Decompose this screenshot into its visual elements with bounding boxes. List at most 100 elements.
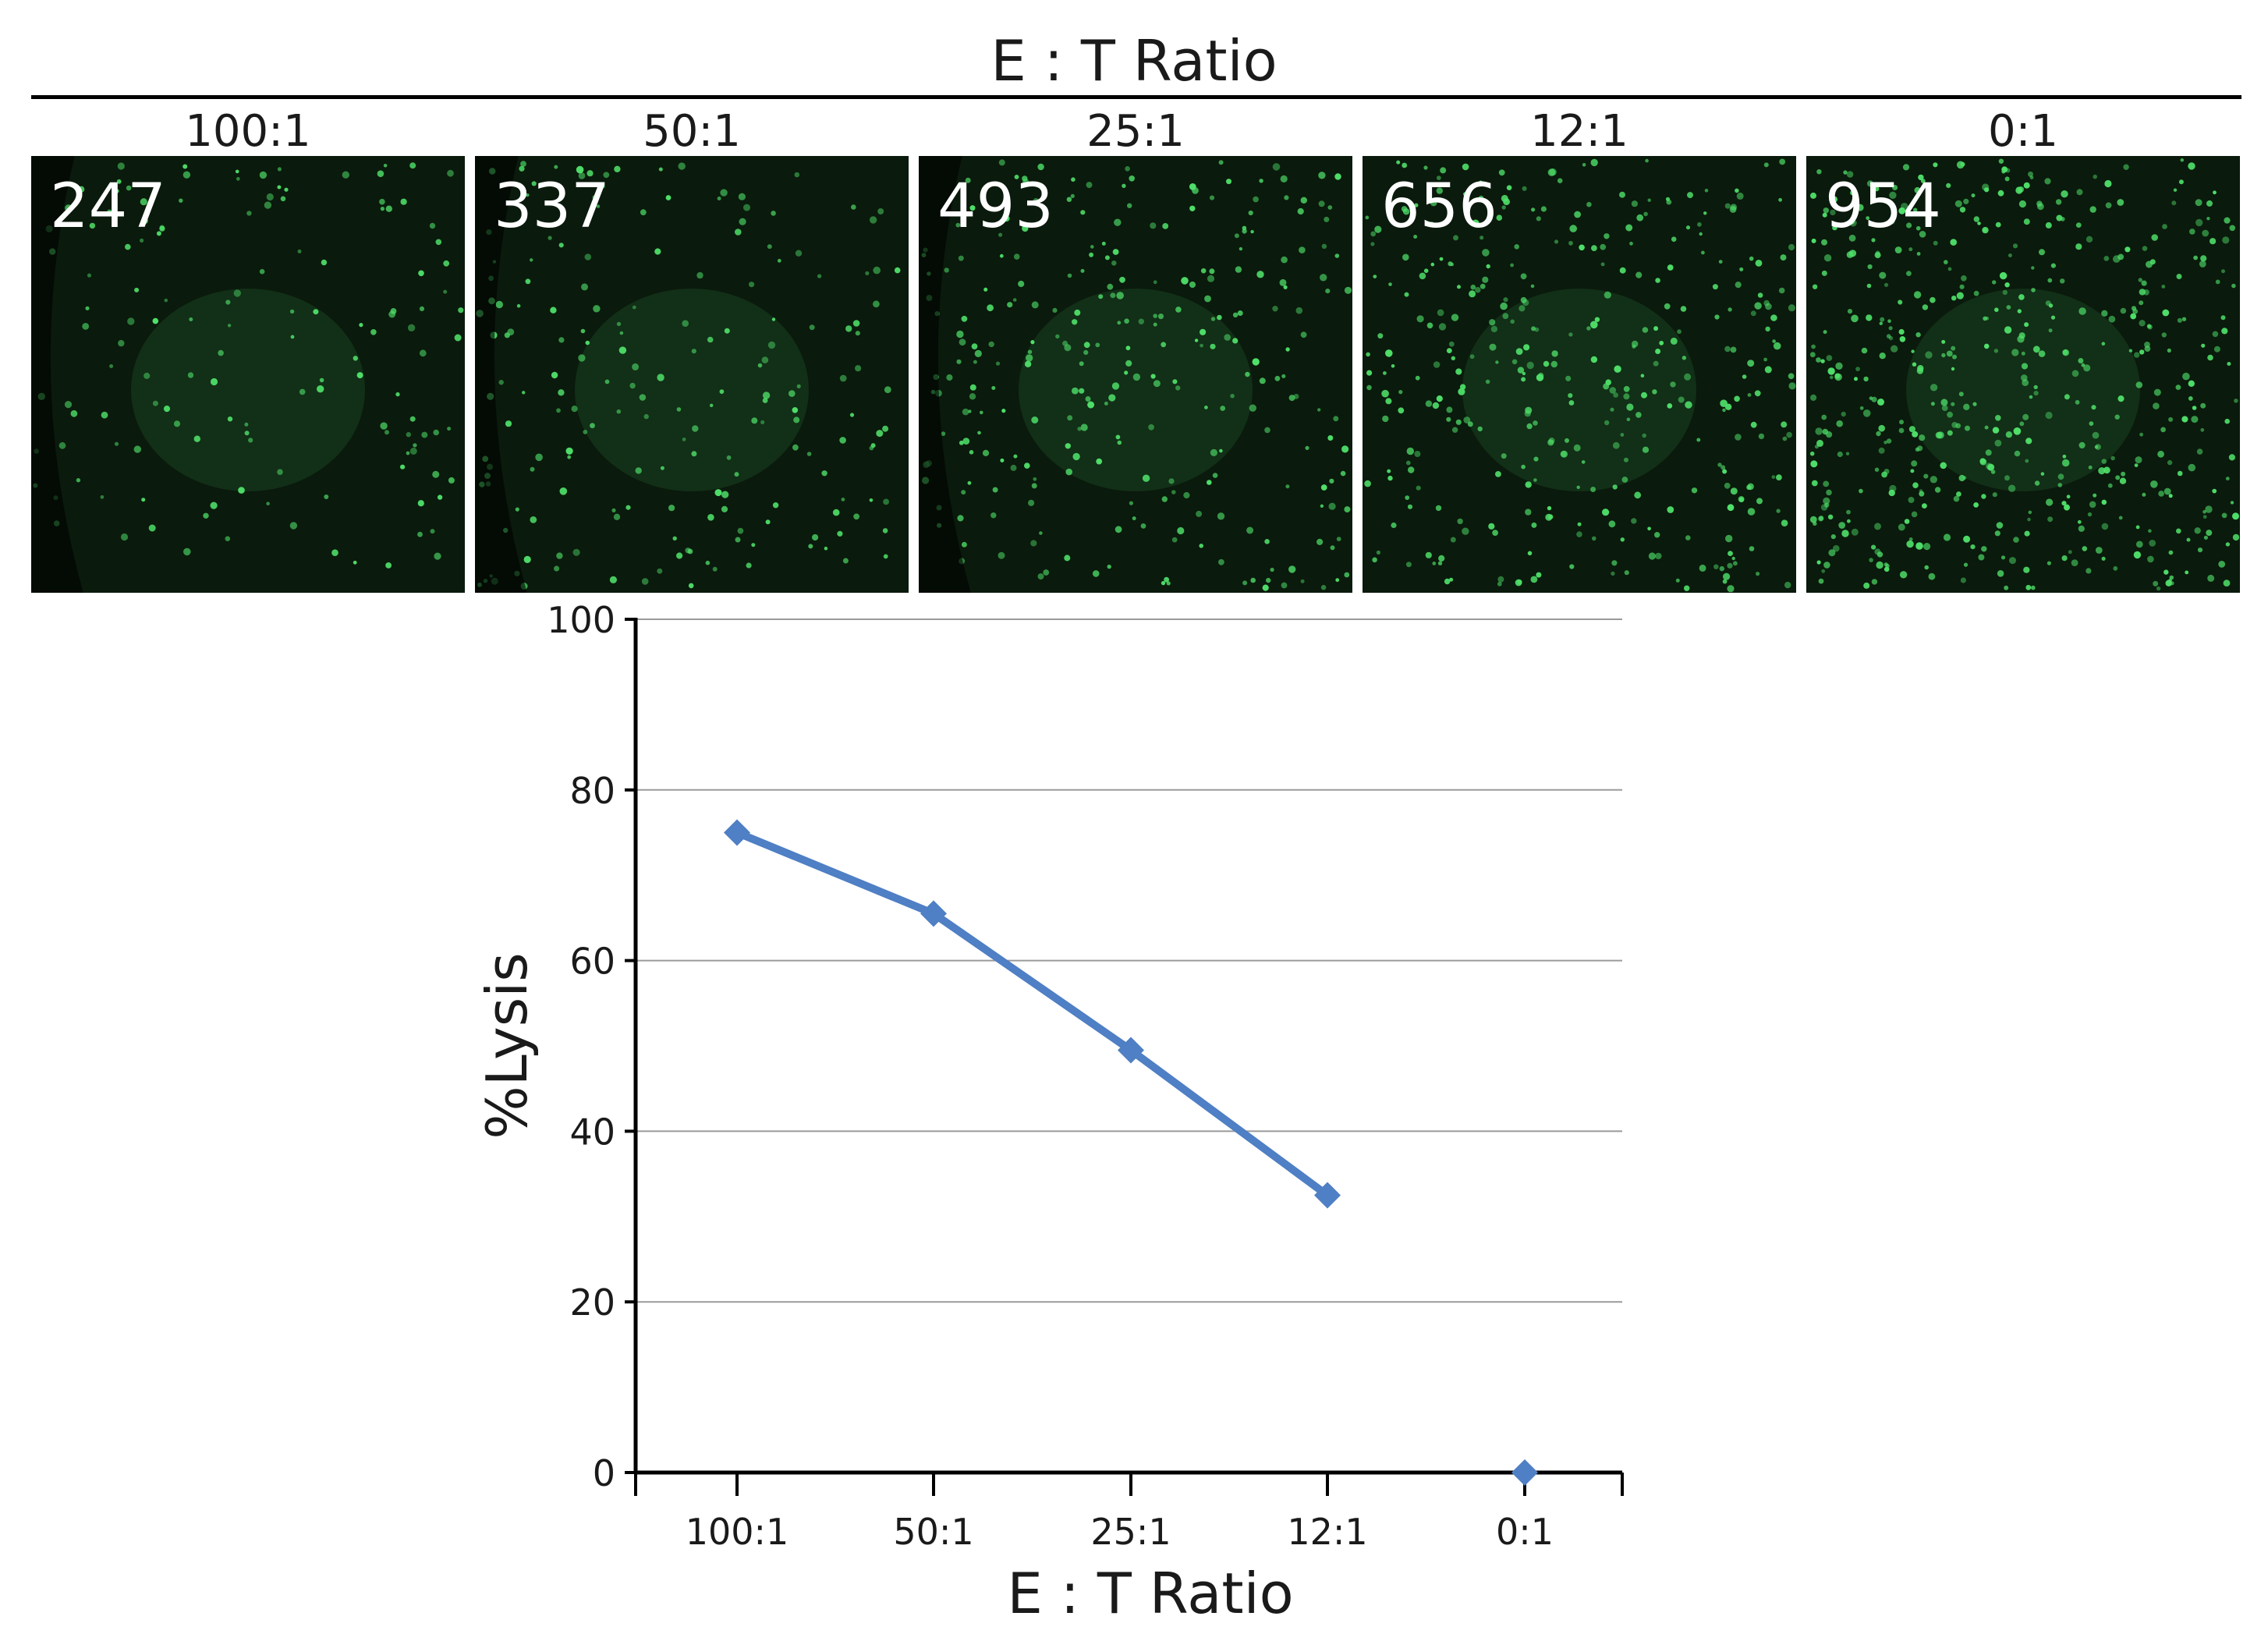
- cell-dot: [248, 438, 253, 443]
- cell-dot: [1667, 506, 1674, 513]
- cell-dot: [841, 498, 845, 502]
- cell-dot: [1641, 392, 1647, 399]
- cell-dot: [884, 386, 891, 394]
- cell-dot: [1811, 480, 1818, 487]
- cell-dot: [1898, 328, 1905, 335]
- cell-dot: [2071, 370, 2079, 377]
- cell-dot: [1320, 584, 1327, 590]
- cell-dot: [1703, 211, 1707, 215]
- title-rule: [31, 95, 2241, 99]
- cell-dot: [2034, 480, 2040, 486]
- cell-dot: [1685, 401, 1692, 409]
- cell-dot: [356, 372, 363, 379]
- cell-dot: [1898, 427, 1905, 434]
- cell-dot: [1385, 349, 1393, 357]
- cell-dot: [1066, 197, 1072, 202]
- cell-dot: [2170, 581, 2174, 586]
- cell-dot: [1226, 179, 1231, 185]
- cell-dot: [1462, 527, 1469, 535]
- cell-dot: [1523, 344, 1530, 351]
- cell-dot: [1950, 239, 1957, 246]
- cell-dot: [2064, 394, 2070, 400]
- cell-dot: [1880, 317, 1885, 322]
- cell-dot: [101, 411, 108, 419]
- cell-dot: [1334, 173, 1341, 180]
- panel-ratio-label: 25:1: [1086, 106, 1185, 157]
- cell-dot: [2139, 300, 2144, 306]
- cell-dot: [2202, 515, 2207, 519]
- cell-dot: [1527, 551, 1533, 556]
- cell-dot: [1557, 178, 1563, 183]
- cell-dot: [359, 323, 363, 328]
- cell-dot: [580, 328, 586, 334]
- cell-dot: [78, 186, 85, 193]
- cell-dot: [2212, 331, 2219, 338]
- cell-dot: [1382, 415, 1389, 423]
- cell-dot: [163, 406, 171, 413]
- cell-dot: [712, 566, 718, 572]
- cell-dot: [1526, 423, 1533, 430]
- cell-dot: [1941, 405, 1948, 411]
- cell-dot: [1374, 225, 1382, 233]
- cell-dot: [1430, 262, 1435, 267]
- cell-dot: [379, 198, 385, 205]
- cell-dot: [1259, 179, 1263, 183]
- cell-dot: [971, 343, 978, 349]
- cell-dot: [2123, 164, 2129, 170]
- cell-dot: [751, 543, 756, 548]
- cell-dot: [385, 562, 392, 569]
- cell-dot: [998, 232, 1003, 237]
- cell-dot: [1827, 367, 1835, 375]
- cell-dot: [2225, 477, 2230, 480]
- cell-dot: [1111, 382, 1120, 390]
- cell-dot: [590, 423, 595, 429]
- cell-dot: [760, 420, 765, 424]
- cell-dot: [1037, 163, 1044, 171]
- cell-dot: [299, 388, 306, 395]
- cell-dot: [865, 271, 870, 275]
- cell-dot: [409, 447, 417, 455]
- cell-dot: [2188, 380, 2195, 387]
- cell-dot: [1866, 283, 1872, 289]
- cell-dot: [876, 430, 884, 438]
- cell-dot: [1540, 206, 1547, 212]
- cell-dot: [1018, 280, 1025, 288]
- cell-dot: [1153, 380, 1161, 388]
- cell-dot: [1171, 537, 1178, 543]
- panel-ratio-label: 100:1: [185, 106, 311, 157]
- cell-dot: [1107, 564, 1111, 569]
- cell-dot: [1550, 360, 1557, 368]
- cell-dot: [1515, 348, 1523, 355]
- cell-dot: [1446, 406, 1453, 413]
- cell-dot: [1080, 268, 1085, 273]
- cell-dot: [956, 359, 962, 364]
- cell-dot: [1727, 504, 1735, 512]
- cell-dot: [1300, 197, 1307, 204]
- cell-dot: [625, 505, 631, 510]
- cell-dot: [85, 306, 90, 310]
- cell-dot: [515, 507, 519, 512]
- cell-dot: [1735, 188, 1739, 193]
- cell-dot: [2021, 374, 2028, 381]
- cell-dot: [2196, 448, 2203, 455]
- cell-dot: [1933, 162, 1938, 168]
- cell-dot: [1655, 552, 1662, 560]
- cell-dot: [2175, 385, 2181, 390]
- cell-dot: [721, 505, 728, 512]
- cell-dot: [1843, 170, 1848, 175]
- cell-dot: [1495, 360, 1499, 364]
- cell-dot: [2004, 176, 2010, 182]
- cell-dot: [2031, 585, 2036, 590]
- cell-dot: [1256, 271, 1264, 278]
- cell-dot: [1217, 314, 1222, 321]
- cell-dot: [1876, 551, 1884, 558]
- cell-dot: [434, 552, 441, 560]
- cell-dot: [2085, 568, 2092, 574]
- cell-dot: [1727, 585, 1735, 593]
- cell-dot: [1013, 253, 1020, 260]
- fluorescence-image: [475, 156, 901, 593]
- cell-dot: [2110, 455, 2115, 461]
- cell-dot: [1503, 198, 1510, 206]
- data-point: [1118, 1037, 1144, 1064]
- cell-dot: [1525, 406, 1533, 414]
